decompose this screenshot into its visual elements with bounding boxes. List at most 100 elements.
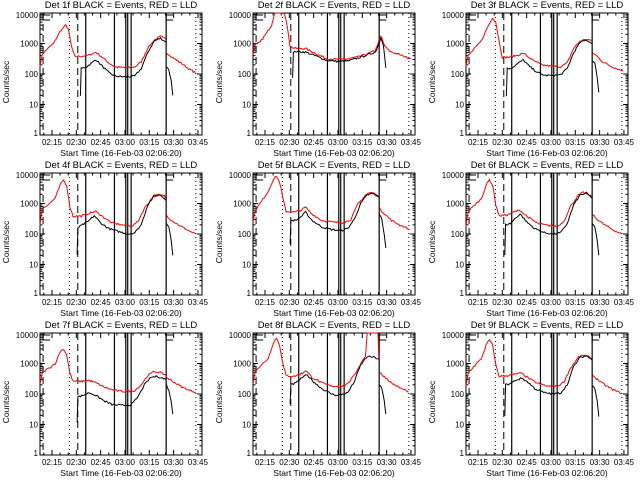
y-tick-label: 10 <box>29 421 38 430</box>
y-tick-label: 1 <box>34 449 39 458</box>
lld-series-line <box>379 207 409 230</box>
plot-frame <box>252 12 416 136</box>
bracket-marker <box>42 174 51 181</box>
y-tick-label: 100 <box>25 390 39 399</box>
x-tick-label: 03:30 <box>590 138 611 147</box>
y-axis-label: Counts/sec <box>1 60 11 103</box>
x-tick-label: 03:45 <box>614 458 635 467</box>
y-tick-label: 1 <box>247 129 252 138</box>
lld-series-line <box>166 214 196 235</box>
x-tick-label: 03:00 <box>115 458 136 467</box>
x-tick-label: 03:00 <box>115 138 136 147</box>
x-axis-label: Start Time (16-Feb-03 02:06:20) <box>486 468 608 478</box>
panel-title: Det 2f BLACK = Events, RED = LLD <box>258 0 411 11</box>
y-tick-label: 1 <box>460 449 465 458</box>
detector-panel-4: Det 4f BLACK = Events, RED = LLD 1 10 100 10… <box>1 160 209 318</box>
x-tick-label: 03:30 <box>377 138 398 147</box>
x-tick-label: 03:00 <box>115 298 136 307</box>
x-tick-label: 03:30 <box>590 458 611 467</box>
x-tick-label: 02:45 <box>304 298 325 307</box>
x-tick-label: 03:00 <box>541 138 562 147</box>
x-tick-label: 03:00 <box>328 298 349 307</box>
x-axis-label: Start Time (16-Feb-03 02:06:20) <box>273 468 395 478</box>
y-tick-label: 10 <box>29 261 38 270</box>
panel-title: Det 8f BLACK = Events, RED = LLD <box>258 320 411 331</box>
events-series-line <box>166 223 174 256</box>
x-tick-label: 03:45 <box>188 458 209 467</box>
y-tick-label: 10000 <box>442 331 465 340</box>
lld-series-line <box>39 23 167 69</box>
y-axis-label: Counts/sec <box>214 380 224 423</box>
panel-title: Det 5f BLACK = Events, RED = LLD <box>258 160 411 171</box>
y-tick-label: 1000 <box>233 40 251 49</box>
y-tick-label: 10 <box>242 101 251 110</box>
x-tick-label: 02:30 <box>279 458 300 467</box>
lld-series-line <box>592 374 622 395</box>
x-tick-label: 03:45 <box>614 138 635 147</box>
panel-title: Det 6f BLACK = Events, RED = LLD <box>471 160 624 171</box>
x-tick-label: 02:15 <box>468 138 489 147</box>
bracket-marker <box>378 334 387 341</box>
lld-series-line <box>252 175 380 224</box>
y-tick-label: 100 <box>238 390 252 399</box>
events-series-line <box>76 374 167 423</box>
y-tick-label: 100 <box>451 230 465 239</box>
x-tick-label: 02:30 <box>66 298 87 307</box>
x-tick-label: 02:15 <box>255 138 276 147</box>
x-tick-label: 02:15 <box>42 298 63 307</box>
y-tick-label: 1 <box>34 289 39 298</box>
x-tick-label: 03:30 <box>377 298 398 307</box>
y-tick-label: 10000 <box>229 331 252 340</box>
y-tick-label: 10 <box>242 261 251 270</box>
lld-series-line <box>465 178 593 228</box>
detector-panel-5: Det 5f BLACK = Events, RED = LLD 1 10 100 10… <box>214 160 422 318</box>
y-tick-label: 1000 <box>20 200 38 209</box>
x-tick-label: 03:00 <box>328 138 349 147</box>
x-tick-label: 02:45 <box>91 138 112 147</box>
y-tick-label: 1000 <box>446 200 464 209</box>
y-tick-label: 1 <box>460 129 465 138</box>
y-axis-label: Counts/sec <box>427 380 437 423</box>
bracket-marker <box>591 334 600 341</box>
events-series-line <box>79 36 167 96</box>
lld-series-line <box>166 52 196 74</box>
x-tick-label: 03:45 <box>401 138 422 147</box>
events-series-line <box>289 355 379 405</box>
y-tick-label: 100 <box>238 230 252 239</box>
x-tick-label: 02:30 <box>492 138 513 147</box>
detector-panel-7: Det 7f BLACK = Events, RED = LLD 1 10 100 10… <box>1 320 209 478</box>
x-tick-label: 02:30 <box>279 138 300 147</box>
x-tick-label: 02:15 <box>42 458 63 467</box>
bracket-marker <box>468 14 477 21</box>
lld-series-line <box>252 12 411 61</box>
y-tick-label: 1000 <box>20 40 38 49</box>
y-tick-label: 100 <box>451 70 465 79</box>
y-tick-label: 1000 <box>233 360 251 369</box>
x-axis-label: Start Time (16-Feb-03 02:06:20) <box>60 308 182 318</box>
events-series-line <box>592 60 600 93</box>
lld-series-line <box>166 376 196 394</box>
events-series-line <box>505 39 593 97</box>
y-tick-label: 100 <box>25 230 39 239</box>
bracket-marker <box>42 334 51 341</box>
x-tick-label: 02:45 <box>304 138 325 147</box>
y-tick-label: 1000 <box>233 200 251 209</box>
x-tick-label: 03:45 <box>188 298 209 307</box>
x-axis-label: Start Time (16-Feb-03 02:06:20) <box>60 468 182 478</box>
y-tick-label: 10000 <box>16 331 39 340</box>
y-tick-label: 100 <box>451 390 465 399</box>
y-tick-label: 1000 <box>446 40 464 49</box>
x-tick-label: 02:15 <box>468 458 489 467</box>
x-tick-label: 03:30 <box>164 298 185 307</box>
x-tick-label: 02:45 <box>91 458 112 467</box>
y-tick-label: 10 <box>242 421 251 430</box>
x-tick-label: 03:00 <box>328 458 349 467</box>
plot-frame <box>39 12 203 136</box>
x-tick-label: 02:45 <box>91 298 112 307</box>
x-tick-label: 02:15 <box>255 298 276 307</box>
x-tick-label: 03:15 <box>139 298 160 307</box>
x-tick-label: 03:45 <box>614 298 635 307</box>
events-series-line <box>166 384 174 415</box>
x-tick-label: 02:30 <box>279 298 300 307</box>
y-tick-label: 10000 <box>16 171 39 180</box>
